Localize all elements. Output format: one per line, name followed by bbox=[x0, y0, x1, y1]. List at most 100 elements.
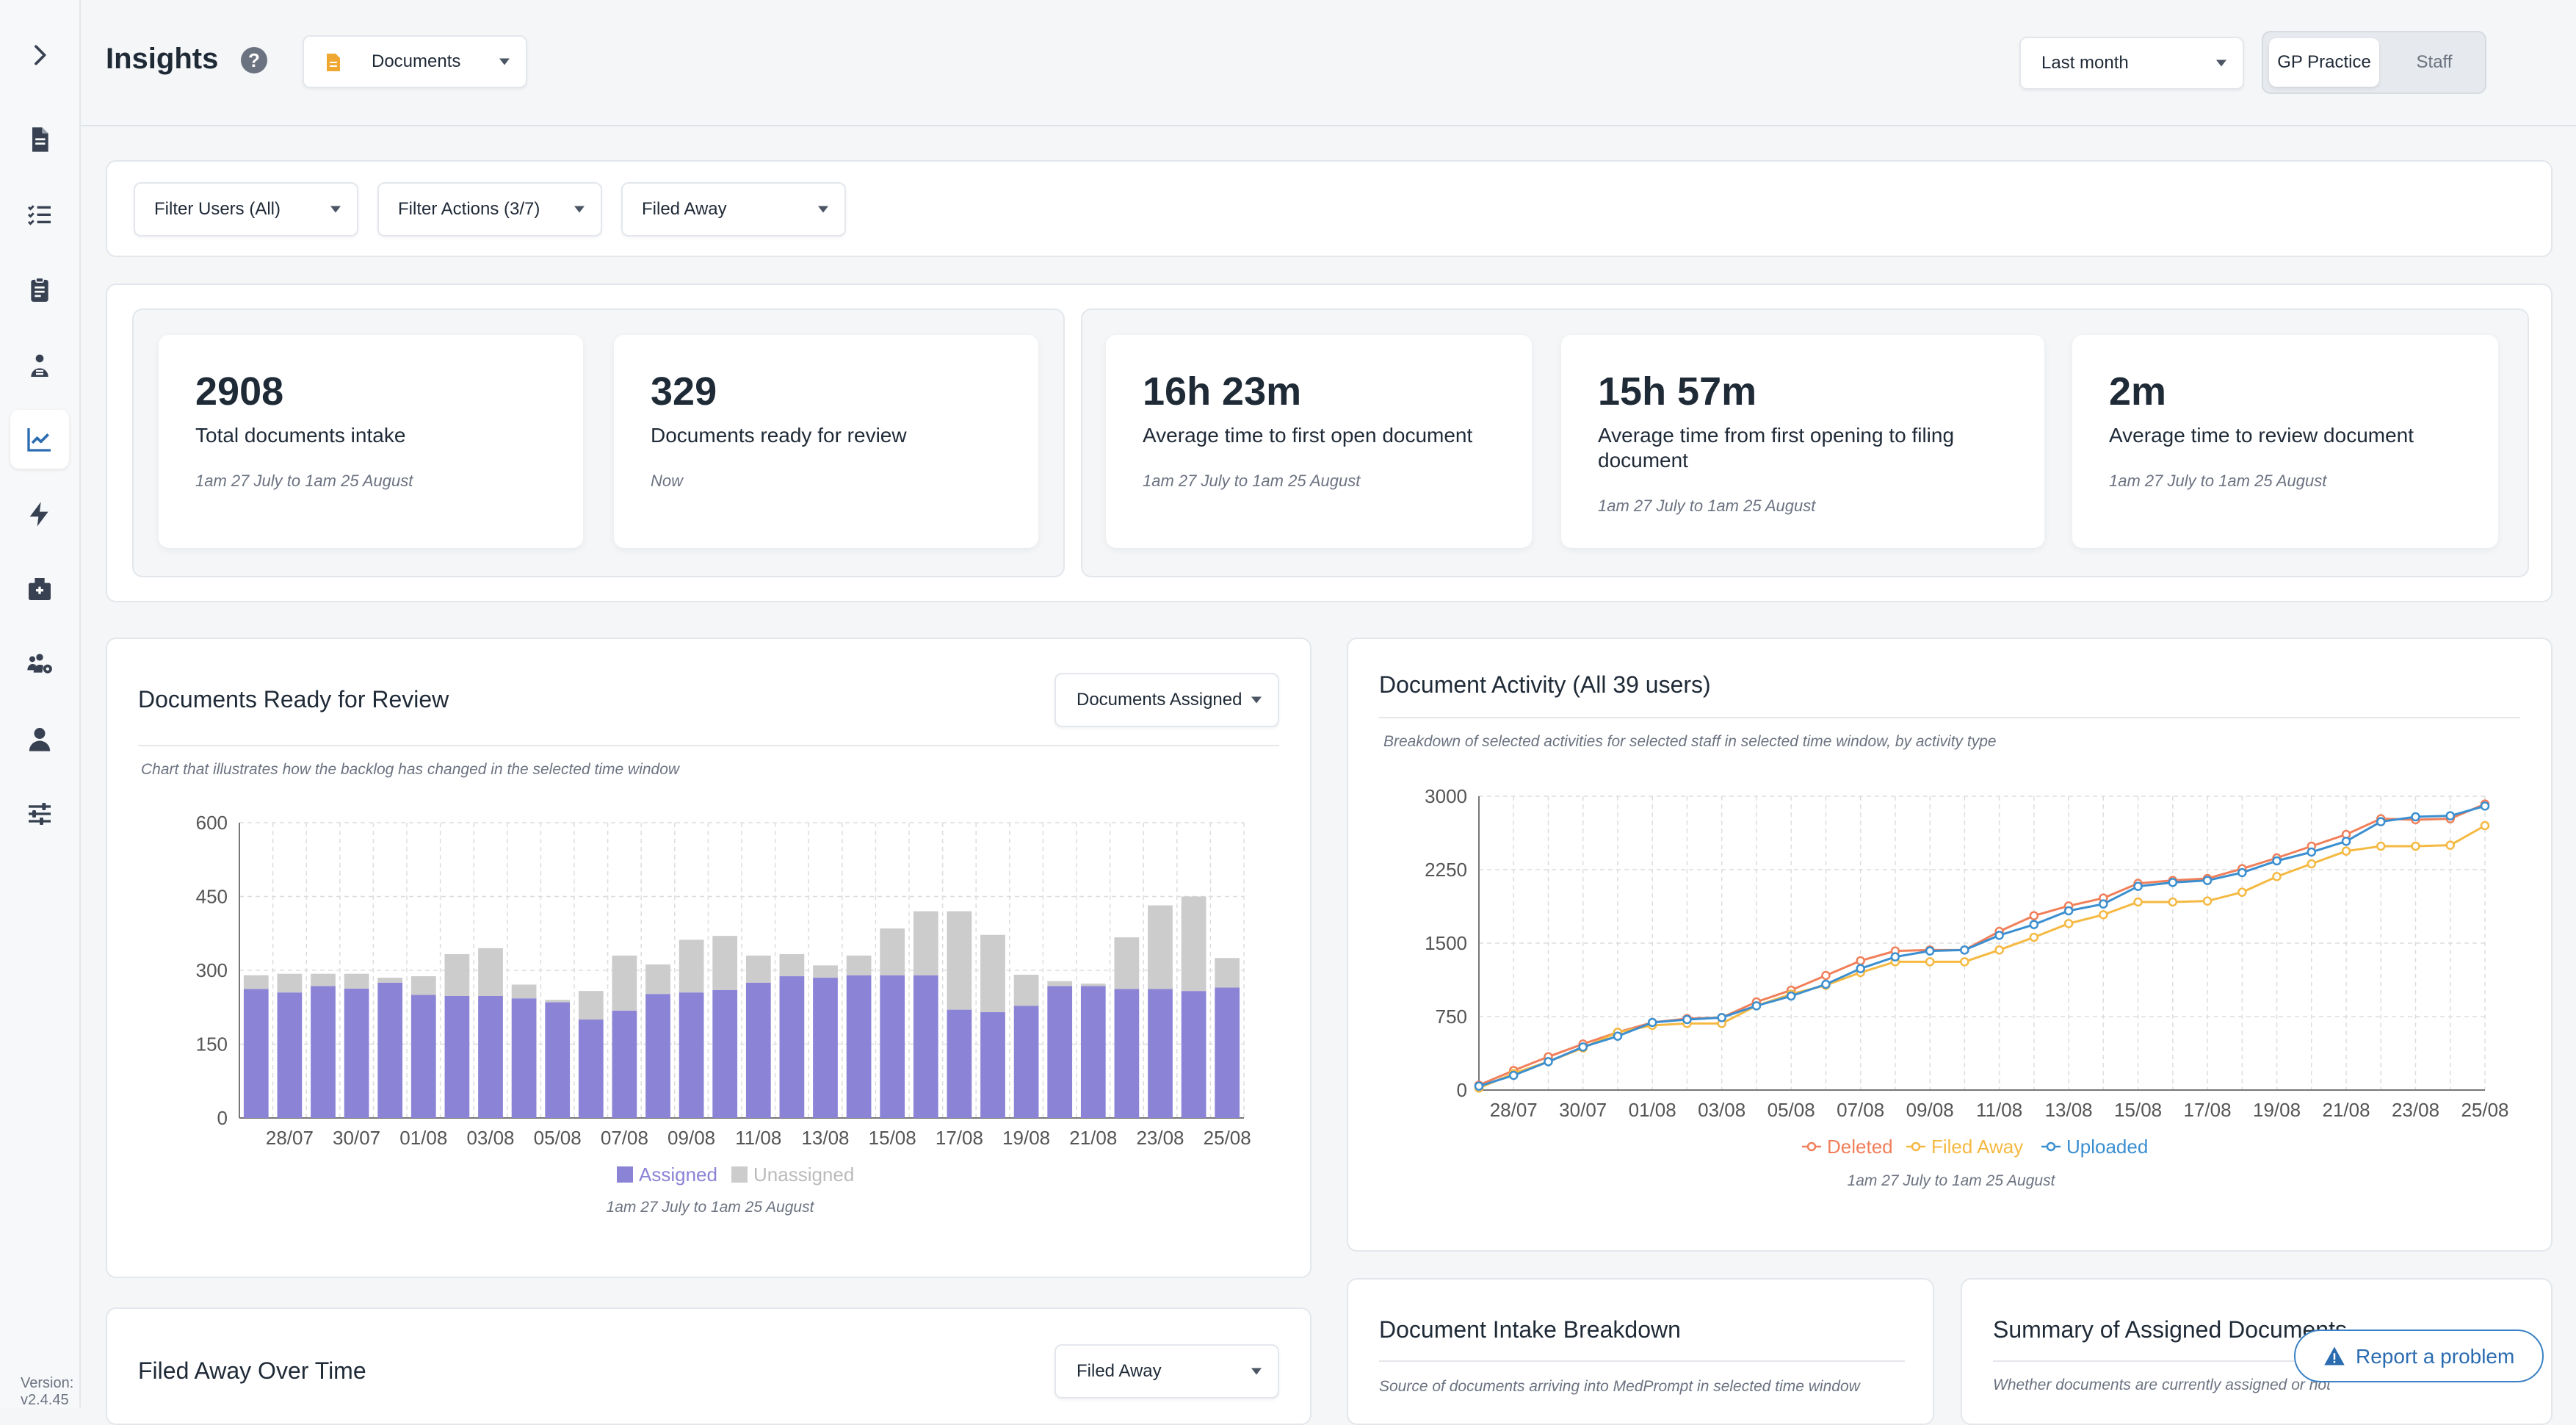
bar-unassigned bbox=[1013, 975, 1039, 1006]
bar-assigned bbox=[947, 1009, 972, 1118]
stat-timeframe: 1am 27 July to 1am 25 August bbox=[2109, 472, 2327, 490]
bar-assigned bbox=[277, 992, 303, 1118]
sidebar-item-insights[interactable] bbox=[10, 410, 69, 469]
sidebar-item-teams[interactable] bbox=[10, 635, 69, 693]
chart-timeframe: 1am 27 July to 1am 25 August bbox=[1847, 1172, 2055, 1189]
data-point bbox=[1821, 970, 1831, 981]
data-point bbox=[2029, 920, 2039, 929]
warning-icon bbox=[2324, 1346, 2345, 1366]
bar-assigned bbox=[712, 989, 738, 1118]
sidebar-item-practice[interactable] bbox=[10, 560, 69, 618]
report-problem-label: Report a problem bbox=[2356, 1345, 2515, 1368]
sidebar-item-clipboard[interactable] bbox=[10, 261, 69, 320]
x-tick-label: 13/08 bbox=[2045, 1099, 2093, 1121]
chevron-down-icon bbox=[574, 206, 585, 213]
data-point bbox=[2099, 899, 2108, 909]
chart-timeframe: 1am 27 July to 1am 25 August bbox=[606, 1199, 814, 1216]
legend-label: Filed Away bbox=[1931, 1136, 2023, 1158]
bar-assigned bbox=[980, 1011, 1005, 1118]
divider bbox=[138, 745, 1279, 746]
toggle-gp-practice[interactable]: GP Practice bbox=[2269, 38, 2379, 87]
filter-users-select[interactable]: Filter Users (All) bbox=[134, 182, 358, 237]
top-bar: Insights ? Documents Last month GP Pract… bbox=[81, 0, 2576, 126]
ready-review-panel: Documents Ready for Review Documents Ass… bbox=[106, 638, 1311, 1278]
bar-unassigned bbox=[511, 984, 537, 999]
x-tick-label: 03/08 bbox=[466, 1127, 514, 1149]
x-tick-label: 21/08 bbox=[2322, 1099, 2370, 1121]
data-point bbox=[2168, 897, 2178, 907]
bar-assigned bbox=[813, 978, 838, 1118]
bar-unassigned bbox=[846, 955, 872, 975]
filed-away-panel: Filed Away Over Time Filed Away bbox=[106, 1307, 1311, 1425]
filed-away-dropdown[interactable]: Filed Away bbox=[1054, 1344, 1279, 1399]
y-tick-label: 150 bbox=[196, 1033, 228, 1056]
stats-group-documents: 2908 Total documents intake 1am 27 July … bbox=[132, 309, 1065, 577]
sidebar-toggle[interactable] bbox=[10, 26, 69, 84]
stat-value: 2908 bbox=[195, 369, 284, 414]
stat-card-first-open: 16h 23m Average time to first open docum… bbox=[1106, 335, 1532, 548]
panel-title: Documents Ready for Review bbox=[138, 686, 449, 712]
chevron-down-icon bbox=[1251, 696, 1262, 704]
series-line-deleted bbox=[1478, 803, 2486, 1086]
bar-assigned bbox=[1181, 991, 1206, 1118]
intake-breakdown-panel: Document Intake Breakdown Source of docu… bbox=[1347, 1278, 1934, 1425]
x-tick-label: 03/08 bbox=[1698, 1099, 1745, 1121]
bar-unassigned bbox=[880, 928, 905, 975]
data-point bbox=[2133, 881, 2143, 891]
stat-card-review-time: 2m Average time to review document 1am 2… bbox=[2072, 335, 2498, 548]
data-point bbox=[1751, 1001, 1762, 1011]
filter-actions-select[interactable]: Filter Actions (3/7) bbox=[377, 182, 602, 237]
time-range-label: Last month bbox=[2041, 53, 2129, 73]
bar-assigned bbox=[645, 994, 670, 1118]
sidebar-item-profile[interactable] bbox=[10, 710, 69, 768]
x-tick-label: 19/08 bbox=[2253, 1099, 2301, 1121]
data-point bbox=[1960, 957, 1969, 967]
x-tick-label: 07/08 bbox=[601, 1127, 648, 1149]
user-icon bbox=[29, 728, 51, 751]
bar-assigned bbox=[1047, 986, 1073, 1118]
ready-review-dropdown[interactable]: Documents Assigned bbox=[1054, 673, 1279, 727]
y-tick-label: 750 bbox=[1436, 1006, 1467, 1028]
view-toggle: GP Practice Staff bbox=[2262, 31, 2486, 94]
dropdown-label: Documents Assigned bbox=[1077, 690, 1242, 710]
bar-assigned bbox=[679, 992, 704, 1118]
legend-label: Uploaded bbox=[2066, 1136, 2148, 1158]
bar-assigned bbox=[612, 1010, 637, 1118]
bar-unassigned bbox=[612, 955, 637, 1011]
x-tick-label: 17/08 bbox=[936, 1127, 983, 1149]
toggle-staff[interactable]: Staff bbox=[2416, 52, 2453, 72]
sidebar-item-documents[interactable] bbox=[10, 110, 69, 169]
data-point bbox=[2272, 856, 2282, 866]
x-tick-label: 30/07 bbox=[1559, 1099, 1607, 1121]
user-tasks-icon bbox=[31, 354, 48, 377]
time-range-select[interactable]: Last month bbox=[2019, 37, 2244, 90]
bar-unassigned bbox=[277, 973, 303, 993]
x-tick-label: 11/08 bbox=[735, 1127, 781, 1149]
filter-actions-label: Filter Actions (3/7) bbox=[398, 199, 540, 219]
stat-card-open-to-filing: 15h 57m Average time from first opening … bbox=[1561, 335, 2044, 548]
sidebar-item-tasks[interactable] bbox=[10, 185, 69, 244]
document-type-select[interactable]: Documents bbox=[303, 35, 527, 88]
filter-status-select[interactable]: Filed Away bbox=[621, 182, 846, 237]
document-activity-chart: 0 750 1500 2250 3000 28/07 30/07 01/08 03/08 05/0… bbox=[1425, 785, 2508, 1158]
panel-title: Summary of Assigned Documents bbox=[1993, 1316, 2347, 1343]
stat-value: 2m bbox=[2109, 369, 2167, 414]
legend-label: Deleted bbox=[1827, 1136, 1893, 1158]
x-tick-label: 05/08 bbox=[1768, 1099, 1815, 1121]
sidebar-item-settings[interactable] bbox=[10, 784, 69, 843]
sidebar-item-staff-tasks[interactable] bbox=[10, 336, 69, 395]
sidebar-item-automations[interactable] bbox=[10, 485, 69, 544]
data-point bbox=[1925, 957, 1935, 967]
bar-unassigned bbox=[1114, 937, 1140, 989]
data-point bbox=[2445, 811, 2456, 820]
report-problem-button[interactable]: Report a problem bbox=[2294, 1330, 2544, 1382]
chevron-down-icon bbox=[499, 58, 510, 65]
question-icon[interactable]: ? bbox=[241, 47, 267, 73]
x-tick-label: 23/08 bbox=[2392, 1099, 2439, 1121]
filter-users-label: Filter Users (All) bbox=[154, 199, 281, 219]
version-label: Version: v2.4.45 bbox=[21, 1375, 74, 1408]
chevron-down-icon bbox=[1251, 1368, 1262, 1375]
data-point bbox=[2168, 878, 2178, 887]
x-tick-label: 28/07 bbox=[1490, 1099, 1538, 1121]
bar-assigned bbox=[377, 982, 403, 1118]
